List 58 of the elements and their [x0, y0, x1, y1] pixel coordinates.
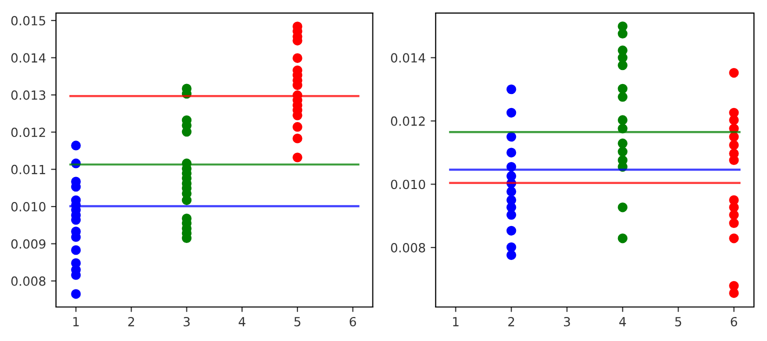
y-tick-label: 0.015 — [11, 16, 46, 26]
x-tick-label: 2 — [128, 316, 134, 326]
point — [618, 28, 628, 38]
x-tick-label: 6 — [730, 316, 738, 326]
point — [71, 245, 81, 255]
x-tick-label: 5 — [294, 317, 300, 326]
point — [71, 140, 81, 150]
point — [618, 92, 628, 102]
point — [506, 84, 516, 94]
point — [506, 108, 516, 118]
point — [292, 122, 302, 132]
y-tick-label: 0.008 — [390, 242, 426, 252]
point — [292, 53, 302, 63]
x-tick-label: 4 — [238, 317, 246, 326]
point — [506, 132, 516, 142]
x-tick-label: 1 — [453, 317, 459, 326]
point — [618, 233, 628, 244]
point — [618, 115, 628, 125]
y-tick-label: 0.013 — [11, 90, 46, 100]
y-tick-label: 0.010 — [390, 180, 426, 190]
y-tick-label: 0.008 — [11, 276, 46, 286]
point — [618, 60, 628, 70]
point — [618, 202, 628, 212]
y-tick-label: 0.014 — [390, 53, 426, 63]
point — [729, 155, 739, 166]
point — [729, 218, 739, 228]
point — [506, 250, 516, 260]
point — [729, 140, 739, 150]
y-tick-label: 0.012 — [11, 128, 46, 138]
point — [182, 195, 192, 206]
y-tick-label: 0.010 — [11, 202, 46, 212]
x-tick-label: 6 — [350, 316, 356, 326]
point — [729, 210, 739, 220]
point — [292, 152, 302, 162]
point — [729, 233, 739, 244]
point — [506, 210, 516, 220]
point — [71, 289, 81, 299]
x-tick-label: 2 — [508, 316, 514, 326]
point — [618, 84, 628, 94]
point — [506, 148, 516, 158]
point — [506, 242, 516, 252]
point — [506, 226, 516, 236]
x-tick-label: 5 — [675, 317, 682, 326]
point — [618, 138, 628, 148]
y-tick-label: 0.011 — [11, 164, 46, 174]
x-tick-label: 1 — [73, 317, 79, 326]
point — [729, 115, 739, 125]
x-tick-label: 3 — [564, 316, 570, 326]
y-tick-label: 0.014 — [11, 53, 46, 63]
y-tick-label: 0.012 — [390, 116, 425, 126]
point — [729, 288, 739, 298]
y-tick-label: 0.009 — [11, 239, 46, 249]
point — [292, 134, 302, 144]
x-tick-label: 4 — [619, 317, 626, 326]
point — [618, 146, 628, 157]
x-tick-label: 3 — [184, 316, 190, 326]
point — [729, 68, 739, 78]
point — [506, 186, 516, 196]
